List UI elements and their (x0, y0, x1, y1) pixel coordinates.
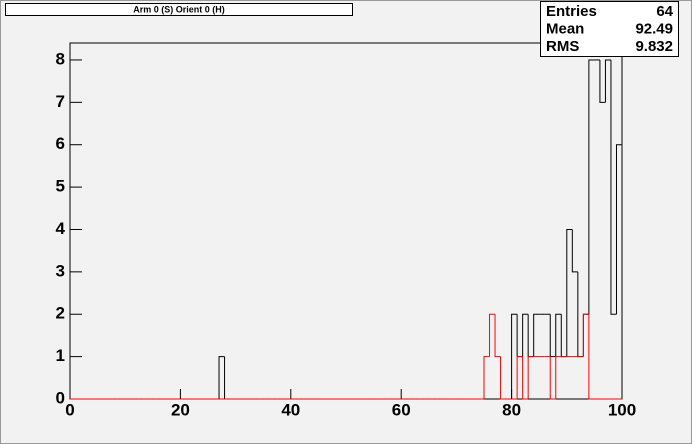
histogram-bin (588, 59, 595, 315)
histogram-bin (494, 314, 501, 358)
y-tick-label: 3 (56, 261, 65, 280)
histogram-bin (599, 59, 606, 103)
histogram-bin (500, 356, 507, 400)
stat-value: 92.49 (635, 20, 673, 37)
histogram-bin (566, 228, 573, 357)
histogram-bin (571, 229, 578, 273)
stat-label: Entries (546, 3, 597, 20)
histogram-bin (588, 314, 595, 400)
x-tick-label: 80 (502, 400, 521, 419)
histogram-bin (533, 313, 540, 357)
histogram-bin (516, 356, 523, 399)
y-tick-label: 1 (56, 346, 65, 365)
y-tick-label: 0 (56, 388, 65, 407)
stats-box (540, 1, 679, 57)
x-tick-label: 100 (608, 400, 636, 419)
histogram-bin (555, 313, 562, 357)
title-box (5, 3, 353, 16)
histogram-bin (582, 313, 589, 357)
x-tick-label: 20 (171, 400, 190, 419)
y-tick-label: 7 (56, 92, 65, 111)
y-tick-label: 4 (56, 219, 66, 238)
histogram-bin (483, 356, 490, 399)
x-tick-label: 40 (281, 400, 300, 419)
histogram-bin (218, 356, 225, 399)
y-tick-label: 2 (56, 304, 65, 323)
histogram-bin (615, 144, 623, 399)
stat-label: Mean (546, 20, 584, 37)
stat-value: 9.832 (635, 38, 673, 55)
histogram-bin (604, 59, 611, 103)
histogram-bin (511, 313, 518, 399)
y-tick-label: 5 (56, 177, 65, 196)
histogram-bin (527, 356, 534, 399)
y-tick-label: 8 (56, 49, 65, 68)
histogram-bin (522, 356, 529, 400)
stat-label: RMS (546, 38, 579, 55)
histogram-bin (549, 356, 556, 400)
histogram-bin (522, 313, 529, 357)
y-tick-label: 6 (56, 134, 65, 153)
histogram-bin (610, 59, 617, 315)
histogram-bin (555, 356, 562, 399)
chart-title: Arm 0 (S) Orient 0 (H) (133, 4, 225, 14)
x-tick-label: 0 (65, 400, 74, 419)
histogram-bin (489, 313, 496, 357)
stat-value: 64 (656, 3, 673, 20)
x-tick-label: 60 (392, 400, 411, 419)
